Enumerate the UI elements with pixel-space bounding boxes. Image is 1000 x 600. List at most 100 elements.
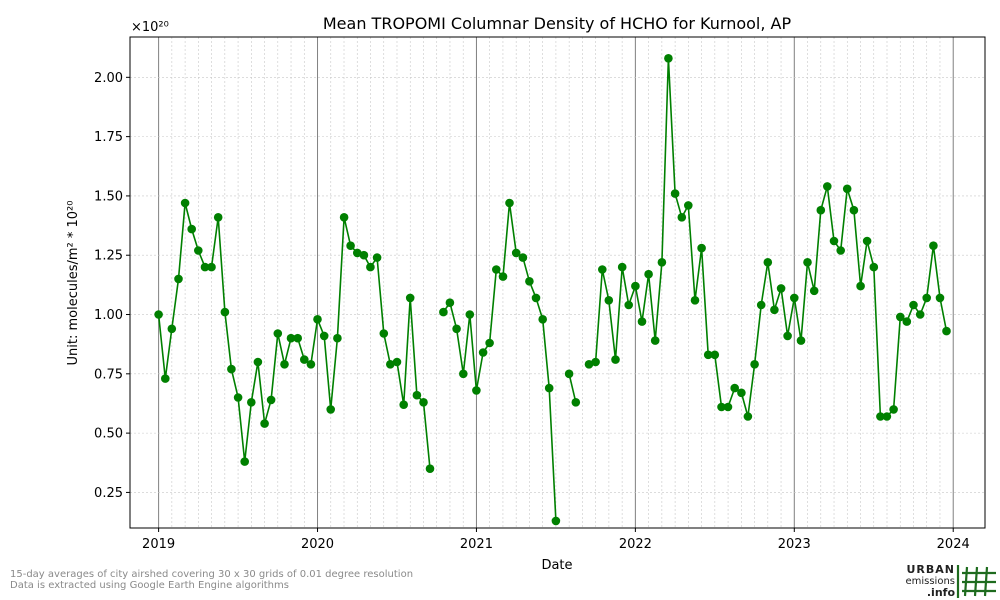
data-point <box>624 300 633 310</box>
footer-note-1: 15-day averages of city airshed covering… <box>10 569 413 580</box>
y-tick-label: 1.50 <box>94 189 123 204</box>
data-point <box>247 398 256 407</box>
data-point <box>664 54 673 63</box>
data-point <box>266 395 276 405</box>
data-point <box>180 198 190 208</box>
data-point <box>690 296 700 305</box>
data-point <box>823 182 832 191</box>
data-point <box>366 262 375 272</box>
data-point <box>419 398 428 407</box>
data-point <box>220 307 230 317</box>
urban-emissions-logo: URBAN emissions .info <box>905 563 996 599</box>
data-point <box>876 412 885 421</box>
data-point <box>816 205 826 215</box>
data-point <box>750 360 759 369</box>
data-point <box>313 315 322 324</box>
data-point <box>518 253 528 262</box>
data-point <box>849 205 859 215</box>
data-point <box>174 274 183 284</box>
data-point <box>631 281 640 291</box>
data-point <box>286 333 296 343</box>
logo-line-1: URBAN <box>906 563 955 576</box>
series-line <box>442 202 557 521</box>
x-axis: 2019 2020 2021 2022 2023 2024 <box>142 528 970 552</box>
data-point <box>353 248 362 258</box>
data-point <box>531 293 541 303</box>
data-point <box>617 262 627 272</box>
data-point <box>372 253 382 262</box>
data-point <box>200 262 210 272</box>
data-point <box>717 402 726 412</box>
data-point <box>703 350 713 360</box>
data-point <box>425 464 435 474</box>
data-point <box>915 310 925 319</box>
y-tick-label: 0.75 <box>94 367 123 382</box>
logo-line-2: emissions <box>905 576 955 587</box>
data-point <box>730 383 739 393</box>
data-point <box>538 315 547 324</box>
data-point <box>862 236 872 246</box>
data-point <box>445 298 455 308</box>
data-point <box>889 405 898 414</box>
chart-title: Mean TROPOMI Columnar Density of HCHO fo… <box>323 14 792 33</box>
data-point <box>187 224 196 234</box>
data-point <box>783 331 792 341</box>
footer-note-2: Data is extracted using Google Earth Eng… <box>10 580 289 591</box>
data-point <box>650 336 660 345</box>
data-point <box>359 250 369 260</box>
data-point <box>392 357 402 367</box>
data-point <box>412 390 422 400</box>
data-point <box>591 357 600 367</box>
data-point <box>386 360 395 369</box>
data-point <box>657 258 667 267</box>
data-point <box>935 293 945 303</box>
series-layer <box>154 54 951 526</box>
data-point <box>339 213 349 222</box>
x-tick-label: 2024 <box>937 537 970 552</box>
data-point <box>511 248 521 258</box>
data-point <box>710 350 720 360</box>
data-point <box>300 355 309 364</box>
y-tick-label: 1.75 <box>94 130 123 145</box>
data-point <box>544 383 554 393</box>
y-axis-label: Unit: molecules/m² * 10²⁰ <box>66 201 81 366</box>
data-point <box>598 265 607 274</box>
data-point <box>604 296 614 305</box>
data-point <box>472 386 481 395</box>
data-point <box>809 286 819 296</box>
data-point <box>207 262 216 272</box>
x-tick-label: 2021 <box>460 537 493 552</box>
data-point <box>670 189 680 198</box>
data-point <box>465 310 475 319</box>
data-point <box>459 369 468 379</box>
data-point <box>253 357 263 367</box>
data-point <box>922 293 931 303</box>
data-point <box>405 293 415 303</box>
data-point <box>478 348 488 357</box>
data-point <box>611 355 620 364</box>
data-point <box>584 360 594 369</box>
x-tick-label: 2023 <box>778 537 811 552</box>
data-point <box>439 307 448 317</box>
data-point <box>213 213 223 222</box>
x-tick-label: 2022 <box>619 537 652 552</box>
data-point <box>942 326 951 336</box>
data-point <box>829 236 839 246</box>
data-point <box>280 360 289 369</box>
plot-frame <box>129 36 986 529</box>
data-point <box>836 246 845 255</box>
data-point <box>227 364 236 374</box>
logo-line-3: .info <box>927 586 956 599</box>
data-point <box>551 516 561 526</box>
y-multiplier-label: ×10²⁰ <box>131 20 169 35</box>
data-point <box>571 398 581 407</box>
data-point <box>505 198 514 208</box>
data-point <box>637 317 647 326</box>
data-point <box>452 324 461 334</box>
data-point <box>684 201 693 210</box>
data-point <box>763 258 773 267</box>
data-point <box>260 419 269 428</box>
data-point <box>379 329 389 338</box>
data-point <box>399 400 409 410</box>
